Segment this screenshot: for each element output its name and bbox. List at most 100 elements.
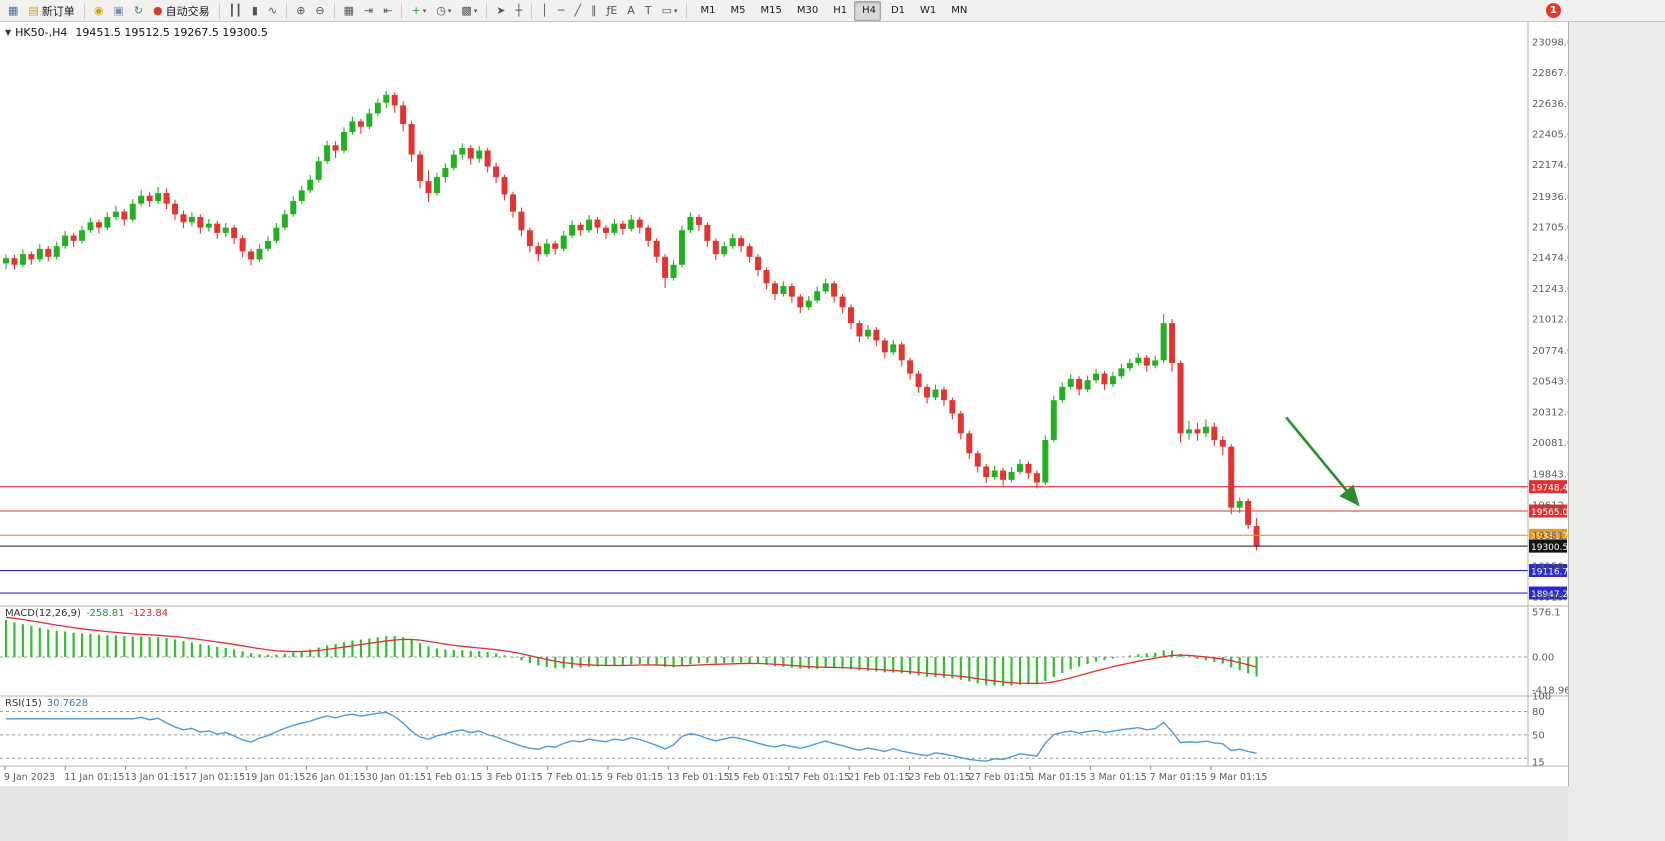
template-icon: ▩ [461,4,472,17]
hline-red-19748[interactable]: 19748.4 [0,480,1568,493]
bars-chart-icon: ┃┃ [228,4,242,17]
svg-text:13 Feb 01:15: 13 Feb 01:15 [667,772,729,783]
timeframe-h4[interactable]: H4 [854,0,881,21]
indicators-button[interactable]: + ▾ [407,1,430,21]
line-chart-button[interactable]: ∿ [264,1,281,21]
hline-red-19565[interactable]: 19565.0 [0,504,1568,518]
svg-text:21705.0: 21705.0 [1532,222,1568,233]
timeframe-d1[interactable]: D1 [883,1,910,21]
crosshair-button[interactable]: ┼ [511,1,526,21]
cursor-button[interactable]: ➤ [492,1,509,21]
svg-text:13 Jan 01:15: 13 Jan 01:15 [125,772,185,783]
zoom-out-button[interactable]: ⊖ [311,1,328,21]
svg-text:20312.0: 20312.0 [1532,407,1568,418]
vertical-line-button[interactable]: │ [537,1,552,21]
tile-windows-button[interactable]: ▦ [340,1,358,21]
rsi-axis[interactable]: 100 80 50 15 [1532,692,1551,769]
text-button[interactable]: A [623,1,639,21]
time-axis[interactable]: 9 Jan 2023 11 Jan 01:15 13 Jan 01:15 17 Jan… [4,766,1267,783]
channel-icon: ∥ [590,4,597,17]
zoom-out-icon: ⊖ [315,4,325,17]
timeframe-m15[interactable]: M15 [752,1,786,21]
chart-title: ▼ HK50-,H4 19451.5 19512.5 19267.5 19300.5 [5,26,268,39]
new-order-button[interactable]: ▤ 新订单 [24,1,78,21]
timeframe-m30[interactable]: M30 [789,1,823,21]
refresh-icon: ↻ [133,4,144,17]
trendline-button[interactable]: ╱ [570,1,585,21]
channel-button[interactable]: ∥ [587,1,601,21]
timeframe-m5[interactable]: M5 [722,1,750,21]
svg-text:19381.7: 19381.7 [1531,532,1568,542]
window-footer [0,787,1569,841]
timeframe-h4-label: H4 [862,5,876,16]
chart-ohlc-values: 19451.5 19512.5 19267.5 19300.5 [75,26,268,39]
shapes-button[interactable]: ▭ ▾ [658,1,682,21]
candlestick-chart-icon: ▮ [251,4,258,17]
candlestick-series [3,90,1260,551]
svg-text:30 Jan 01:15: 30 Jan 01:15 [366,772,426,783]
cursor-icon: ➤ [496,4,506,17]
dropdown-caret-icon: ▾ [447,6,452,15]
hline-orange-19381[interactable]: 19381.7 [0,528,1568,542]
collapse-icon[interactable]: ▼ [5,28,12,37]
chart-window: 19748.4 19565.0 19381.7 19300.5 19116.7 18947… [0,22,1569,786]
auto-trading-button[interactable]: ● 自动交易 [149,1,214,21]
chart-shift-icon: ⇤ [383,4,393,17]
svg-text:26 Jan 01:15: 26 Jan 01:15 [306,772,366,783]
refresh-button[interactable]: ↻ [130,1,147,21]
svg-text:19612.0: 19612.0 [1532,500,1568,511]
fibonacci-button[interactable]: ƒE [602,1,621,21]
hline-blue-18947[interactable]: 18947.2 [0,586,1568,600]
profile-button[interactable]: ▣ [109,1,127,21]
macd-axis[interactable]: 576.1 0.00 -418.96 [1532,607,1568,696]
app-icon-button[interactable]: ▦ [4,1,22,21]
svg-text:80: 80 [1532,707,1545,718]
panel-separators [0,22,1568,767]
right-empty-panel [1569,22,1665,841]
horizontal-line-button[interactable]: ─ [554,1,569,21]
timeframe-m1[interactable]: M1 [692,1,720,21]
bars-chart-button[interactable]: ┃┃ [225,1,246,21]
accounts-button[interactable]: ◉ [90,1,108,21]
svg-text:17 Jan 01:15: 17 Jan 01:15 [185,772,245,783]
svg-text:23098.0: 23098.0 [1532,38,1568,49]
periods-button[interactable]: ◷ ▾ [432,1,455,21]
svg-text:19116.7: 19116.7 [1531,567,1568,577]
toolbar-separator [333,2,335,19]
svg-text:22636.0: 22636.0 [1532,99,1568,110]
timeframe-m30-label: M30 [796,5,819,16]
price-axis[interactable]: 23098.0 22867.0 22636.0 22405.0 22174.0 21936… [1532,38,1568,604]
templates-button[interactable]: ▩ ▾ [457,1,481,21]
auto-scroll-button[interactable]: ⇥ [360,1,377,21]
svg-text:17 Feb 01:15: 17 Feb 01:15 [788,772,850,783]
macd-signal-line [5,616,1257,685]
hline-blue-19116-tag [1529,564,1567,578]
candlestick-chart-button[interactable]: ▮ [248,1,262,21]
svg-text:576.1: 576.1 [1532,607,1561,618]
timeframe-w1[interactable]: W1 [912,1,941,21]
trend-arrow-annotation[interactable] [1285,416,1360,507]
toolbar: ▦ ▤ 新订单 ◉ ▣ ↻ ● 自动交易 ┃┃ ▮ ∿ ⊕ ⊖ ▦ ⇥ ⇤ + ▾ ◷ ▾ ▩ ▾ ➤ ┼ │ ─ ╱ ∥ ƒE A T ▭ ▾… [0,0,1665,22]
svg-text:20081.0: 20081.0 [1532,438,1568,449]
current-price-line[interactable]: 19300.5 [0,539,1568,553]
rsi-line [6,711,1257,762]
macd-indicator-label: MACD(12,26,9) -258.81 -123.84 [5,608,168,619]
toolbar-separator [686,2,688,19]
label-button[interactable]: T [641,1,656,21]
symbol-period-label: HK50-,H4 [15,26,68,39]
toolbar-separator [401,2,403,19]
svg-text:100: 100 [1532,692,1551,703]
hline-blue-19116[interactable]: 19116.7 [0,564,1568,577]
svg-text:0.00: 0.00 [1532,653,1554,664]
svg-text:19381.0: 19381.0 [1532,531,1568,542]
hline-orange-19381-tag [1529,528,1567,542]
macd-signal-value: -123.84 [129,608,169,619]
timeframe-mn[interactable]: MN [943,1,972,21]
chart-shift-button[interactable]: ⇤ [379,1,396,21]
timeframe-h1[interactable]: H1 [825,1,852,21]
zoom-in-button[interactable]: ⊕ [292,1,309,21]
label-icon: T [644,4,652,17]
svg-text:21243.0: 21243.0 [1532,284,1568,295]
notification-badge[interactable]: 1 [1546,3,1561,18]
